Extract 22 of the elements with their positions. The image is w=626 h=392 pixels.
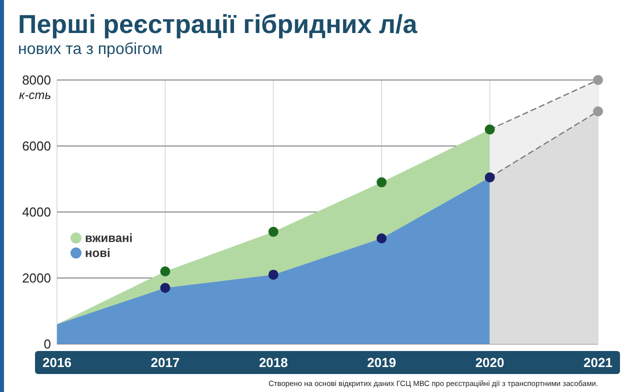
point: [376, 177, 387, 188]
y-tick-label: 0: [44, 336, 51, 352]
x-tick-label: 2021: [584, 355, 612, 370]
legend-label: вживані: [85, 231, 133, 246]
point: [268, 270, 278, 280]
x-tick-label: 2017: [150, 355, 180, 370]
y-tick-label: 6000: [22, 138, 51, 154]
x-tick-label: 2020: [475, 355, 504, 370]
point: [160, 266, 170, 276]
legend-label: нові: [85, 246, 110, 260]
chart-subtitle: нових та з пробігом: [18, 41, 162, 58]
x-tick-label: 2016: [42, 355, 72, 370]
y-tick-label: 2000: [22, 270, 51, 286]
x-tick-label: 2019: [367, 355, 396, 370]
y-tick-label: 4000: [22, 204, 51, 220]
point: [160, 282, 170, 293]
y-tick-label: 8000: [22, 72, 51, 88]
point: [376, 233, 387, 244]
point: [268, 226, 278, 237]
chart-title: Перші реєстрації гібридних л/а: [18, 9, 418, 39]
y-axis-title: к-сть: [19, 88, 51, 102]
x-tick-label: 2018: [258, 355, 288, 370]
